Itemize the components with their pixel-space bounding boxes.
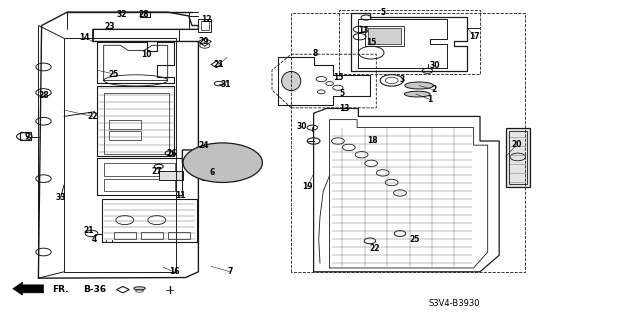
- Bar: [159, 171, 183, 180]
- Text: 11: 11: [175, 191, 186, 200]
- Text: 1: 1: [428, 95, 433, 104]
- Text: 9: 9: [24, 132, 29, 141]
- Text: 2: 2: [431, 85, 436, 94]
- Text: 25: 25: [109, 70, 119, 78]
- Circle shape: [183, 143, 262, 182]
- Text: B-36: B-36: [83, 285, 106, 294]
- Ellipse shape: [134, 287, 145, 290]
- Bar: [109, 120, 141, 129]
- Text: 7: 7: [228, 267, 233, 276]
- Bar: [104, 163, 175, 176]
- Text: 27: 27: [152, 167, 162, 176]
- Ellipse shape: [282, 71, 301, 91]
- Text: 14: 14: [79, 33, 90, 42]
- Text: 10: 10: [141, 50, 151, 59]
- Text: 13: 13: [339, 104, 349, 113]
- Bar: [109, 131, 141, 140]
- Bar: [365, 26, 404, 46]
- Text: 21: 21: [214, 60, 224, 69]
- Text: 16: 16: [169, 267, 179, 276]
- Text: 30: 30: [430, 61, 440, 70]
- Text: 30: 30: [297, 122, 307, 131]
- Text: 20: 20: [512, 140, 522, 149]
- Text: 28: 28: [139, 10, 149, 19]
- Ellipse shape: [404, 91, 430, 97]
- Bar: [506, 128, 530, 187]
- Bar: [141, 232, 163, 239]
- Bar: [168, 232, 190, 239]
- Text: 33: 33: [56, 193, 66, 202]
- Text: 26: 26: [166, 149, 177, 158]
- Bar: [368, 28, 401, 44]
- Text: 32: 32: [116, 10, 127, 19]
- Ellipse shape: [405, 82, 434, 89]
- Text: 25: 25: [410, 235, 420, 244]
- Text: 13: 13: [358, 26, 369, 35]
- Text: 18: 18: [367, 137, 378, 145]
- Text: 17: 17: [470, 32, 480, 41]
- Text: 22: 22: [88, 112, 98, 121]
- Bar: [198, 19, 211, 32]
- Bar: [339, 10, 480, 74]
- Bar: [104, 179, 175, 191]
- Text: 8: 8: [312, 49, 317, 58]
- Text: 15: 15: [333, 73, 343, 82]
- Bar: [509, 131, 527, 184]
- Text: 15: 15: [366, 38, 376, 47]
- Text: 19: 19: [302, 182, 312, 191]
- Text: 24: 24: [198, 141, 209, 150]
- Text: 22: 22: [369, 244, 380, 253]
- Bar: [201, 21, 209, 30]
- Text: S3V4-B3930: S3V4-B3930: [429, 299, 480, 308]
- Text: 29: 29: [198, 37, 209, 46]
- Bar: [114, 232, 136, 239]
- Text: 23: 23: [105, 22, 115, 31]
- Bar: [104, 93, 169, 154]
- Text: 28: 28: [38, 91, 49, 100]
- Text: 4: 4: [92, 235, 97, 244]
- Text: 3: 3: [399, 75, 404, 84]
- Text: 5: 5: [340, 89, 345, 98]
- Bar: [202, 169, 234, 180]
- Text: FR.: FR.: [52, 285, 69, 294]
- Text: 21: 21: [83, 226, 93, 235]
- Text: 31: 31: [220, 80, 230, 89]
- Text: 12: 12: [201, 15, 211, 24]
- Text: 5: 5: [380, 8, 385, 17]
- Polygon shape: [13, 282, 44, 295]
- Text: 6: 6: [210, 168, 215, 177]
